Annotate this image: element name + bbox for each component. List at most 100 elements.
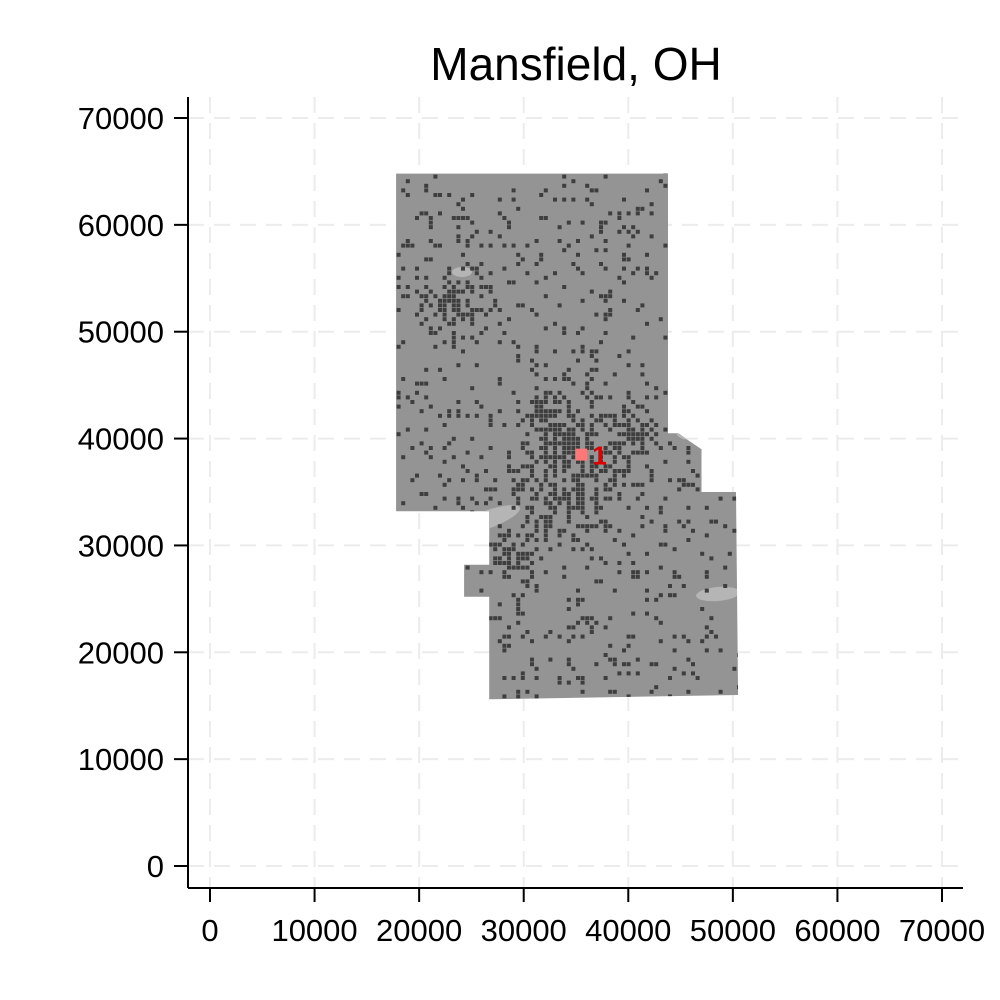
pop-cell <box>484 634 488 639</box>
pop-cell <box>626 694 631 699</box>
pop-cell <box>396 252 401 257</box>
pop-cell <box>442 340 447 345</box>
pop-cell <box>543 634 548 639</box>
pop-cell <box>635 436 640 441</box>
pop-cell <box>553 450 557 455</box>
pop-cell <box>576 459 580 464</box>
pop-cell <box>714 487 718 492</box>
pop-cell <box>580 510 585 515</box>
pop-cell <box>622 469 626 473</box>
pop-cell <box>576 252 580 257</box>
pop-cell <box>562 326 567 331</box>
pop-cell <box>516 409 521 414</box>
pop-cell <box>640 446 645 450</box>
pop-cell <box>424 317 429 322</box>
pop-cell <box>451 321 456 326</box>
pop-cell <box>571 547 576 552</box>
pop-cell <box>553 496 557 501</box>
pop-cell <box>589 367 594 372</box>
pop-cell <box>626 455 631 460</box>
pop-cell <box>635 671 640 676</box>
pop-cell <box>580 524 585 529</box>
pop-cell <box>461 335 465 340</box>
pop-cell <box>566 519 571 524</box>
pop-cell <box>612 588 617 593</box>
pop-cell <box>516 206 521 211</box>
pop-cell <box>438 657 442 662</box>
pop-cell <box>470 436 475 441</box>
pop-cell <box>530 413 534 418</box>
pop-cell <box>428 625 433 630</box>
pop-cell <box>695 229 700 234</box>
pop-cell <box>589 377 594 381</box>
pop-cell <box>631 634 636 639</box>
pop-cell <box>557 400 562 404</box>
pop-cell <box>461 266 465 271</box>
pop-cell <box>516 358 521 363</box>
pop-cell <box>686 519 691 524</box>
pop-cell <box>589 459 594 464</box>
pop-cell <box>645 450 649 455</box>
pop-cell <box>562 432 567 437</box>
pop-cell <box>507 551 511 556</box>
pop-cell <box>635 482 640 487</box>
pop-cell <box>456 239 461 243</box>
pop-cell <box>415 266 419 271</box>
pop-cell <box>543 441 548 446</box>
pop-cell <box>410 694 415 699</box>
pop-cell <box>516 694 521 699</box>
pop-cell <box>585 473 590 478</box>
pop-cell <box>631 611 636 616</box>
pop-cell <box>608 657 613 662</box>
pop-cell <box>534 400 539 404</box>
pop-cell <box>626 551 631 556</box>
pop-cell <box>566 459 571 464</box>
pop-cell <box>695 473 700 478</box>
pop-cell <box>599 455 603 460</box>
pop-cell <box>447 266 452 271</box>
pop-cell <box>456 225 461 230</box>
pop-cell <box>516 602 521 607</box>
pop-cell <box>608 450 613 455</box>
pop-cell <box>534 694 539 699</box>
pop-cell <box>622 197 626 202</box>
pop-cell <box>668 478 672 483</box>
pop-cell <box>516 501 521 506</box>
location-marker: 1 <box>575 441 607 471</box>
pop-cell <box>548 427 553 432</box>
pop-cell <box>686 657 691 662</box>
pop-cell <box>543 519 548 524</box>
pop-cell <box>543 459 548 464</box>
pop-cell <box>608 294 613 299</box>
pop-cell <box>663 528 668 533</box>
pop-cell <box>589 413 594 418</box>
pop-cell <box>543 528 548 533</box>
pop-cell <box>681 584 686 588</box>
pop-cell <box>681 404 686 409</box>
pop-cell <box>580 464 585 469</box>
pop-cell <box>424 285 429 289</box>
pop-cell <box>704 625 709 630</box>
pop-cell <box>580 689 585 694</box>
pop-cell <box>640 423 645 427</box>
pop-cell <box>525 556 530 561</box>
pop-cell <box>603 423 608 427</box>
pop-cell <box>557 303 562 308</box>
pop-cell <box>580 492 585 496</box>
pop-cell <box>704 588 709 593</box>
pop-cell <box>594 248 599 253</box>
y-tick-label: 0 <box>147 849 164 884</box>
pop-cell <box>451 289 456 294</box>
pop-cell <box>470 266 475 271</box>
pop-cell <box>442 584 447 588</box>
pop-cell <box>663 427 668 432</box>
pop-cell <box>658 317 663 322</box>
pop-cell <box>562 459 567 464</box>
pop-cell <box>497 542 502 547</box>
pop-cell <box>451 308 456 312</box>
pop-cell <box>562 423 567 427</box>
pop-cell <box>479 285 484 289</box>
pop-cell <box>589 496 594 501</box>
pop-cell <box>405 294 410 299</box>
pop-cell <box>626 243 631 248</box>
